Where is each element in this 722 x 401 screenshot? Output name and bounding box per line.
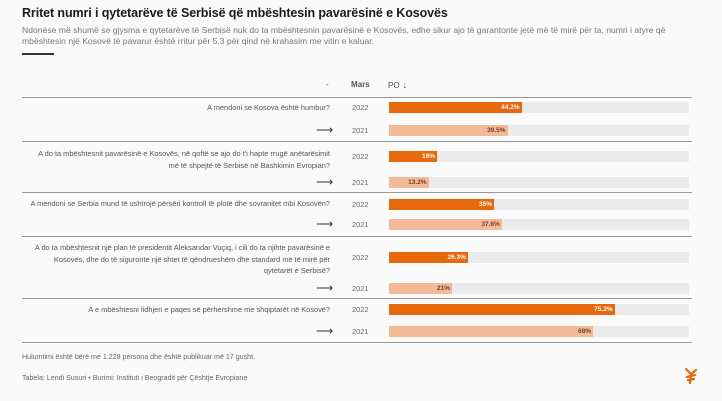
year-label-2022: 2022 xyxy=(352,152,369,161)
column-header-mars[interactable]: Mars xyxy=(351,80,370,89)
year-label-2022: 2022 xyxy=(352,103,369,112)
question-label: A e mbështesni lidhjen e paqes së përher… xyxy=(88,305,330,314)
bar-value-label: 68% xyxy=(577,328,591,335)
year-label-2021: 2021 xyxy=(352,126,369,135)
bar-value-label: 44.2% xyxy=(501,104,520,111)
bar-2021[interactable]: 21% xyxy=(389,283,452,294)
bar-2021[interactable]: 68% xyxy=(389,326,593,337)
year-label-2022: 2022 xyxy=(352,253,369,262)
question-label: A do ta mbështesnit pavarësinë e Kosovës… xyxy=(38,149,330,170)
row-divider xyxy=(22,236,692,237)
bar-value-label: 26.3% xyxy=(447,254,466,261)
header-divider xyxy=(22,97,692,98)
arrow-right-icon[interactable]: ⟶ xyxy=(316,217,334,231)
bar-2021[interactable]: 13.2% xyxy=(389,177,429,188)
bar-track: 75.2% xyxy=(389,304,689,315)
chart-subtitle: Ndonëse më shumë se gjysma e qytetarëve … xyxy=(22,25,666,46)
year-label-2021: 2021 xyxy=(352,327,369,336)
bar-value-label: 75.2% xyxy=(594,306,613,313)
bar-2022[interactable]: 35% xyxy=(389,199,494,210)
bar-track: 35% xyxy=(389,199,689,210)
bar-2022[interactable]: 26.3% xyxy=(389,252,468,263)
bar-2022[interactable]: 44.2% xyxy=(389,102,522,113)
year-label-2022: 2022 xyxy=(352,305,369,314)
bar-2022[interactable]: 75.2% xyxy=(389,304,615,315)
column-header-po[interactable]: PO ↓ xyxy=(388,80,407,90)
bar-value-label: 16% xyxy=(421,153,435,160)
year-label-2021: 2021 xyxy=(352,178,369,187)
arrow-right-icon[interactable]: ⟶ xyxy=(316,281,334,295)
arrow-right-icon[interactable]: ⟶ xyxy=(316,324,334,338)
bar-2022[interactable]: 16% xyxy=(389,151,437,162)
bar-value-label: 13.2% xyxy=(408,179,427,186)
year-label-2021: 2021 xyxy=(352,284,369,293)
bar-value-label: 21% xyxy=(436,285,450,292)
bar-track: 16% xyxy=(389,151,689,162)
question-label: A mendoni se Serbia mund të ushtrojë për… xyxy=(30,199,331,208)
question-label: A do ta mbështesnit një plan të presiden… xyxy=(34,243,330,275)
bar-track: 13.2% xyxy=(389,177,689,188)
column-header-po-label: PO xyxy=(388,81,400,90)
year-label-2021: 2021 xyxy=(352,220,369,229)
bar-value-label: 39.5% xyxy=(487,127,506,134)
credit-line: Tabela: Lendi Susuri • Burimi: Instituti… xyxy=(22,374,248,382)
row-divider xyxy=(22,342,692,343)
row-divider xyxy=(22,298,692,299)
bar-track: 68% xyxy=(389,326,689,337)
arrow-down-icon[interactable]: ↓ xyxy=(402,80,408,90)
rfe-logo-icon xyxy=(684,367,698,385)
column-header-question[interactable]: - xyxy=(326,80,329,89)
title-rule xyxy=(22,53,54,55)
chart-title: Rritet numri i qytetarëve të Serbisë që … xyxy=(22,6,448,20)
footnote: Hulumtimi është bërë me 1.228 persona dh… xyxy=(22,353,256,361)
row-divider xyxy=(22,192,692,193)
bar-value-label: 37.6% xyxy=(481,221,500,228)
arrow-right-icon[interactable]: ⟶ xyxy=(316,123,334,137)
bar-track: 26.3% xyxy=(389,252,689,263)
bar-value-label: 35% xyxy=(478,201,492,208)
bar-2021[interactable]: 39.5% xyxy=(389,125,508,136)
year-label-2022: 2022 xyxy=(352,200,369,209)
bar-track: 39.5% xyxy=(389,125,689,136)
question-label: A mendoni se Kosova është humbur? xyxy=(207,103,330,112)
row-divider xyxy=(22,141,692,142)
bar-track: 37.6% xyxy=(389,219,689,230)
bar-2021[interactable]: 37.6% xyxy=(389,219,502,230)
arrow-right-icon[interactable]: ⟶ xyxy=(316,175,334,189)
bar-track: 44.2% xyxy=(389,102,689,113)
bar-track: 21% xyxy=(389,283,689,294)
